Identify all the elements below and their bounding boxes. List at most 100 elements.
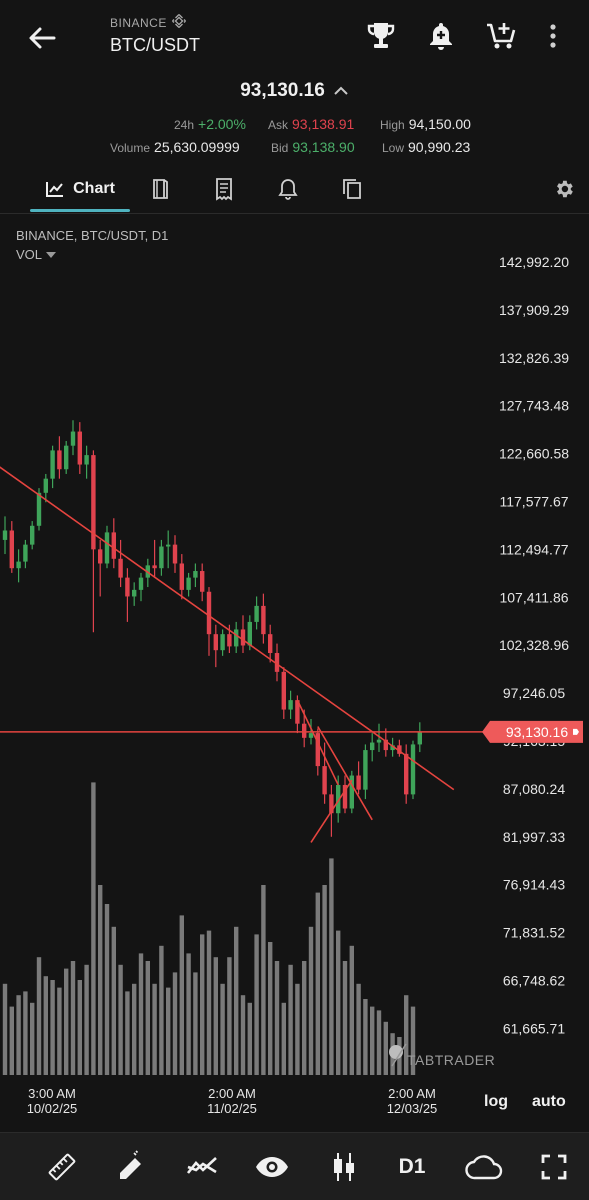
trendline[interactable] bbox=[317, 726, 373, 821]
x-tick-time: 3:00 AM bbox=[28, 1086, 76, 1101]
cloud-icon[interactable] bbox=[462, 1147, 506, 1187]
receipt-icon[interactable] bbox=[202, 166, 246, 212]
volume-bar bbox=[77, 980, 82, 1075]
candle-body bbox=[322, 766, 327, 795]
active-tab-indicator bbox=[30, 209, 130, 212]
top-bar: BINANCE BTC/USDT bbox=[0, 0, 589, 76]
candle-body bbox=[200, 571, 205, 592]
volume-bar bbox=[138, 953, 144, 1075]
volume-bar bbox=[322, 885, 327, 1075]
candle-body bbox=[356, 775, 361, 790]
candle-body bbox=[213, 634, 218, 651]
candle-body bbox=[91, 455, 96, 550]
vol-indicator-toggle[interactable]: VOL bbox=[16, 247, 57, 262]
price-tag-text: 93,130.16 bbox=[506, 724, 568, 740]
candle-body bbox=[104, 532, 110, 564]
candle-body bbox=[57, 450, 62, 470]
y-tick-label: 87,080.24 bbox=[503, 781, 565, 797]
volume-bar bbox=[308, 926, 314, 1075]
vol-label: VOL bbox=[16, 247, 43, 262]
volume-bar bbox=[91, 782, 96, 1075]
trendline[interactable] bbox=[296, 699, 339, 786]
ruler-icon[interactable] bbox=[40, 1147, 84, 1187]
eye-icon[interactable] bbox=[250, 1147, 294, 1187]
candle-body bbox=[227, 634, 232, 647]
x-tick-date: 10/02/25 bbox=[27, 1101, 78, 1116]
candles-icon[interactable] bbox=[322, 1147, 366, 1187]
tab-bar: Chart bbox=[0, 166, 589, 214]
cart-plus-icon[interactable] bbox=[471, 16, 531, 56]
volume-bar bbox=[376, 1010, 382, 1075]
pair-title: BTC/USDT bbox=[110, 35, 200, 55]
candle-body bbox=[240, 629, 246, 646]
candle-body bbox=[274, 653, 280, 672]
volume-bar bbox=[356, 983, 361, 1075]
candle-body bbox=[138, 577, 144, 590]
copy-icon[interactable] bbox=[330, 166, 374, 212]
back-arrow-icon[interactable] bbox=[22, 18, 62, 58]
gear-icon[interactable] bbox=[542, 166, 586, 212]
volume-bar bbox=[159, 945, 164, 1075]
trendline[interactable] bbox=[0, 408, 455, 791]
alerts-icon[interactable] bbox=[266, 166, 310, 212]
candle-body bbox=[70, 431, 76, 446]
pencil-icon[interactable] bbox=[108, 1147, 152, 1187]
candle-body bbox=[179, 563, 184, 590]
volume-bar bbox=[16, 995, 21, 1075]
indicator-icon[interactable] bbox=[180, 1147, 224, 1187]
volume-bar bbox=[240, 995, 246, 1075]
volume-bar bbox=[125, 991, 130, 1075]
x-tick-date: 12/03/25 bbox=[387, 1101, 438, 1116]
price-axis[interactable]: 142,992.20 137,909.29 132,826.39 127,743.48… bbox=[499, 254, 569, 1036]
candle-body bbox=[77, 431, 82, 465]
auto-scale-toggle[interactable]: auto bbox=[532, 1093, 566, 1110]
candle-body bbox=[268, 634, 273, 654]
candle-body bbox=[336, 784, 341, 814]
trendline[interactable] bbox=[310, 779, 353, 843]
bottom-toolbar: D1 bbox=[0, 1132, 589, 1200]
candle-body bbox=[193, 571, 198, 578]
candle-body bbox=[206, 591, 212, 635]
last-price-value: 93,130.16 bbox=[240, 80, 325, 101]
orderbook-icon[interactable] bbox=[138, 166, 182, 212]
more-vert-icon[interactable] bbox=[531, 16, 575, 56]
stat-bid-label: Bid bbox=[271, 141, 289, 155]
candle-body bbox=[254, 605, 259, 622]
candle-body bbox=[172, 544, 178, 564]
candle-body bbox=[397, 745, 402, 754]
volume-bar bbox=[179, 915, 184, 1075]
volume-bar bbox=[64, 968, 69, 1075]
candle-body bbox=[2, 530, 8, 540]
stat-24h: 24h +2.00% bbox=[174, 116, 246, 134]
top-actions bbox=[351, 16, 575, 56]
candle-body bbox=[329, 794, 334, 814]
bell-plus-icon[interactable] bbox=[411, 16, 471, 56]
candles bbox=[2, 420, 422, 837]
candle-body bbox=[261, 605, 266, 635]
volume-bar bbox=[111, 926, 116, 1075]
log-scale-toggle[interactable]: log bbox=[484, 1093, 508, 1110]
candle-body bbox=[186, 577, 191, 590]
candle-body bbox=[98, 549, 103, 564]
exchange-name: BINANCE bbox=[110, 15, 167, 30]
volume-bar bbox=[254, 934, 259, 1075]
candle-body bbox=[363, 750, 368, 790]
candle-body bbox=[383, 739, 388, 751]
volume-bar bbox=[186, 953, 191, 1075]
tab-chart[interactable]: Chart bbox=[30, 166, 130, 212]
trophy-icon[interactable] bbox=[351, 16, 411, 56]
volume-bar bbox=[84, 964, 89, 1075]
watermark-text: TABTRADER bbox=[407, 1052, 495, 1068]
stat-bid-value: 93,138.90 bbox=[292, 139, 355, 155]
timeframe-selector[interactable]: D1 bbox=[398, 1155, 426, 1178]
stat-volume: Volume 25,630.09999 bbox=[110, 139, 240, 157]
caret-down-icon bbox=[46, 251, 57, 258]
volume-bar bbox=[172, 972, 178, 1075]
volume-bar bbox=[261, 885, 266, 1075]
price-chart[interactable]: 142,992.20 137,909.29 132,826.39 127,743.48… bbox=[0, 215, 589, 1130]
fullscreen-icon[interactable] bbox=[532, 1147, 576, 1187]
y-tick-label: 132,826.39 bbox=[499, 350, 569, 366]
volume-bar bbox=[50, 980, 55, 1075]
volume-bar bbox=[281, 1002, 286, 1075]
